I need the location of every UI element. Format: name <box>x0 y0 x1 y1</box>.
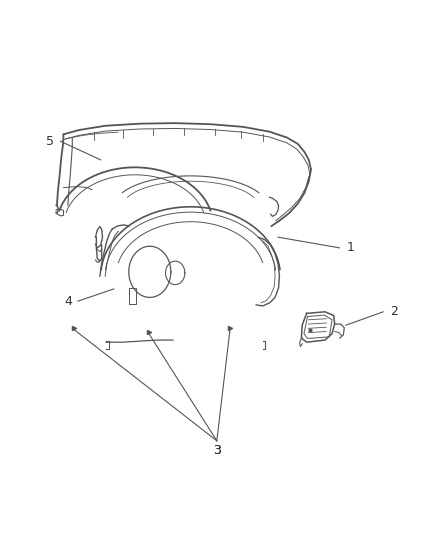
Text: 5: 5 <box>46 135 54 148</box>
Text: 1: 1 <box>346 241 354 254</box>
Text: 4: 4 <box>64 295 72 308</box>
Text: 3: 3 <box>213 444 221 457</box>
Text: 3: 3 <box>213 444 221 457</box>
Text: 2: 2 <box>390 305 398 318</box>
